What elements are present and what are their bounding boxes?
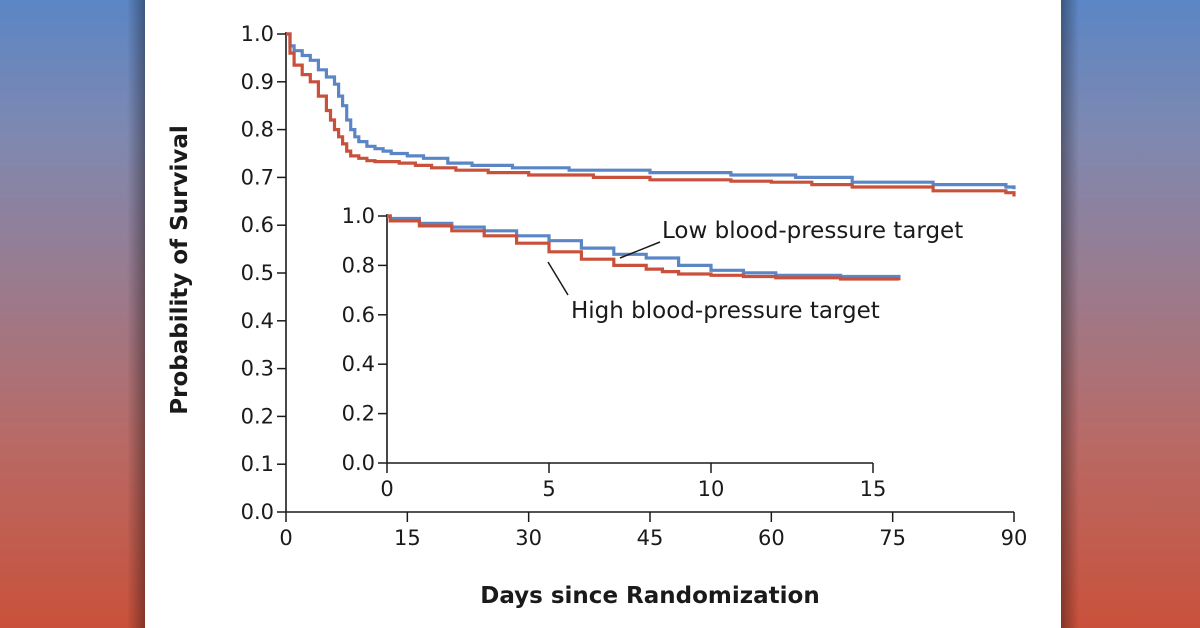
main-y-tick-label: 0.4 (241, 309, 274, 333)
main-y-tick-label: 0.7 (241, 165, 274, 189)
main-high-target-curve (286, 32, 1016, 197)
main-y-tick-label: 0.6 (241, 213, 274, 237)
inset-y-tick-label: 0.4 (342, 352, 375, 376)
main-axes: 0.0 0.1 0.2 0.3 0.4 0.5 0.6 0.7 0.8 0.9 1.0 0 15 30 45… (241, 22, 1028, 550)
main-y-tick-label: 0.2 (241, 404, 274, 428)
left-decorative-band (0, 0, 145, 628)
main-low-target-curve (286, 32, 1016, 190)
x-axis-title: Days since Randomization (480, 583, 819, 609)
inset-high-target-curve (387, 214, 901, 281)
main-x-tick-label: 90 (1001, 526, 1028, 550)
low-target-label: Low blood-pressure target (662, 218, 963, 244)
main-x-tick-label: 45 (637, 526, 664, 550)
y-axis-title: Probability of Survival (167, 125, 193, 414)
inset-y-tick-label: 1.0 (342, 204, 375, 228)
main-y-tick-label: 0.9 (241, 70, 274, 94)
high-target-leader-line (547, 261, 569, 296)
inset-y-tick-label: 0.8 (342, 253, 375, 277)
main-y-tick-label: 0.3 (241, 357, 274, 381)
inset-x-tick-label: 0 (380, 477, 393, 501)
series-layer (286, 32, 1016, 281)
inset-x-tick-label: 5 (542, 477, 555, 501)
inset-x-tick-label: 10 (698, 477, 725, 501)
inset-y-tick-label: 0.6 (342, 303, 375, 327)
main-y-tick-label: 0.1 (241, 452, 274, 476)
main-x-tick-label: 15 (394, 526, 421, 550)
inset-axes: 0.0 0.2 0.4 0.6 0.8 1.0 0 5 10 15 (342, 204, 887, 501)
main-y-tick-label: 0.0 (241, 500, 274, 524)
main-y-tick-label: 0.8 (241, 118, 274, 142)
main-x-tick-label: 60 (758, 526, 785, 550)
right-decorative-band (1061, 0, 1200, 628)
main-y-tick-label: 1.0 (241, 22, 274, 46)
low-target-leader-line (619, 241, 661, 259)
main-x-tick-label: 30 (515, 526, 542, 550)
inset-y-tick-label: 0.2 (342, 402, 375, 426)
chart-panel (145, 0, 1061, 628)
inset-low-target-curve (387, 214, 901, 279)
inset-y-tick-label: 0.0 (342, 451, 375, 475)
main-y-tick-label: 0.5 (241, 261, 274, 285)
main-x-tick-label: 75 (879, 526, 906, 550)
main-x-tick-label: 0 (279, 526, 292, 550)
high-target-label: High blood-pressure target (571, 298, 880, 324)
inset-x-tick-label: 15 (860, 477, 887, 501)
